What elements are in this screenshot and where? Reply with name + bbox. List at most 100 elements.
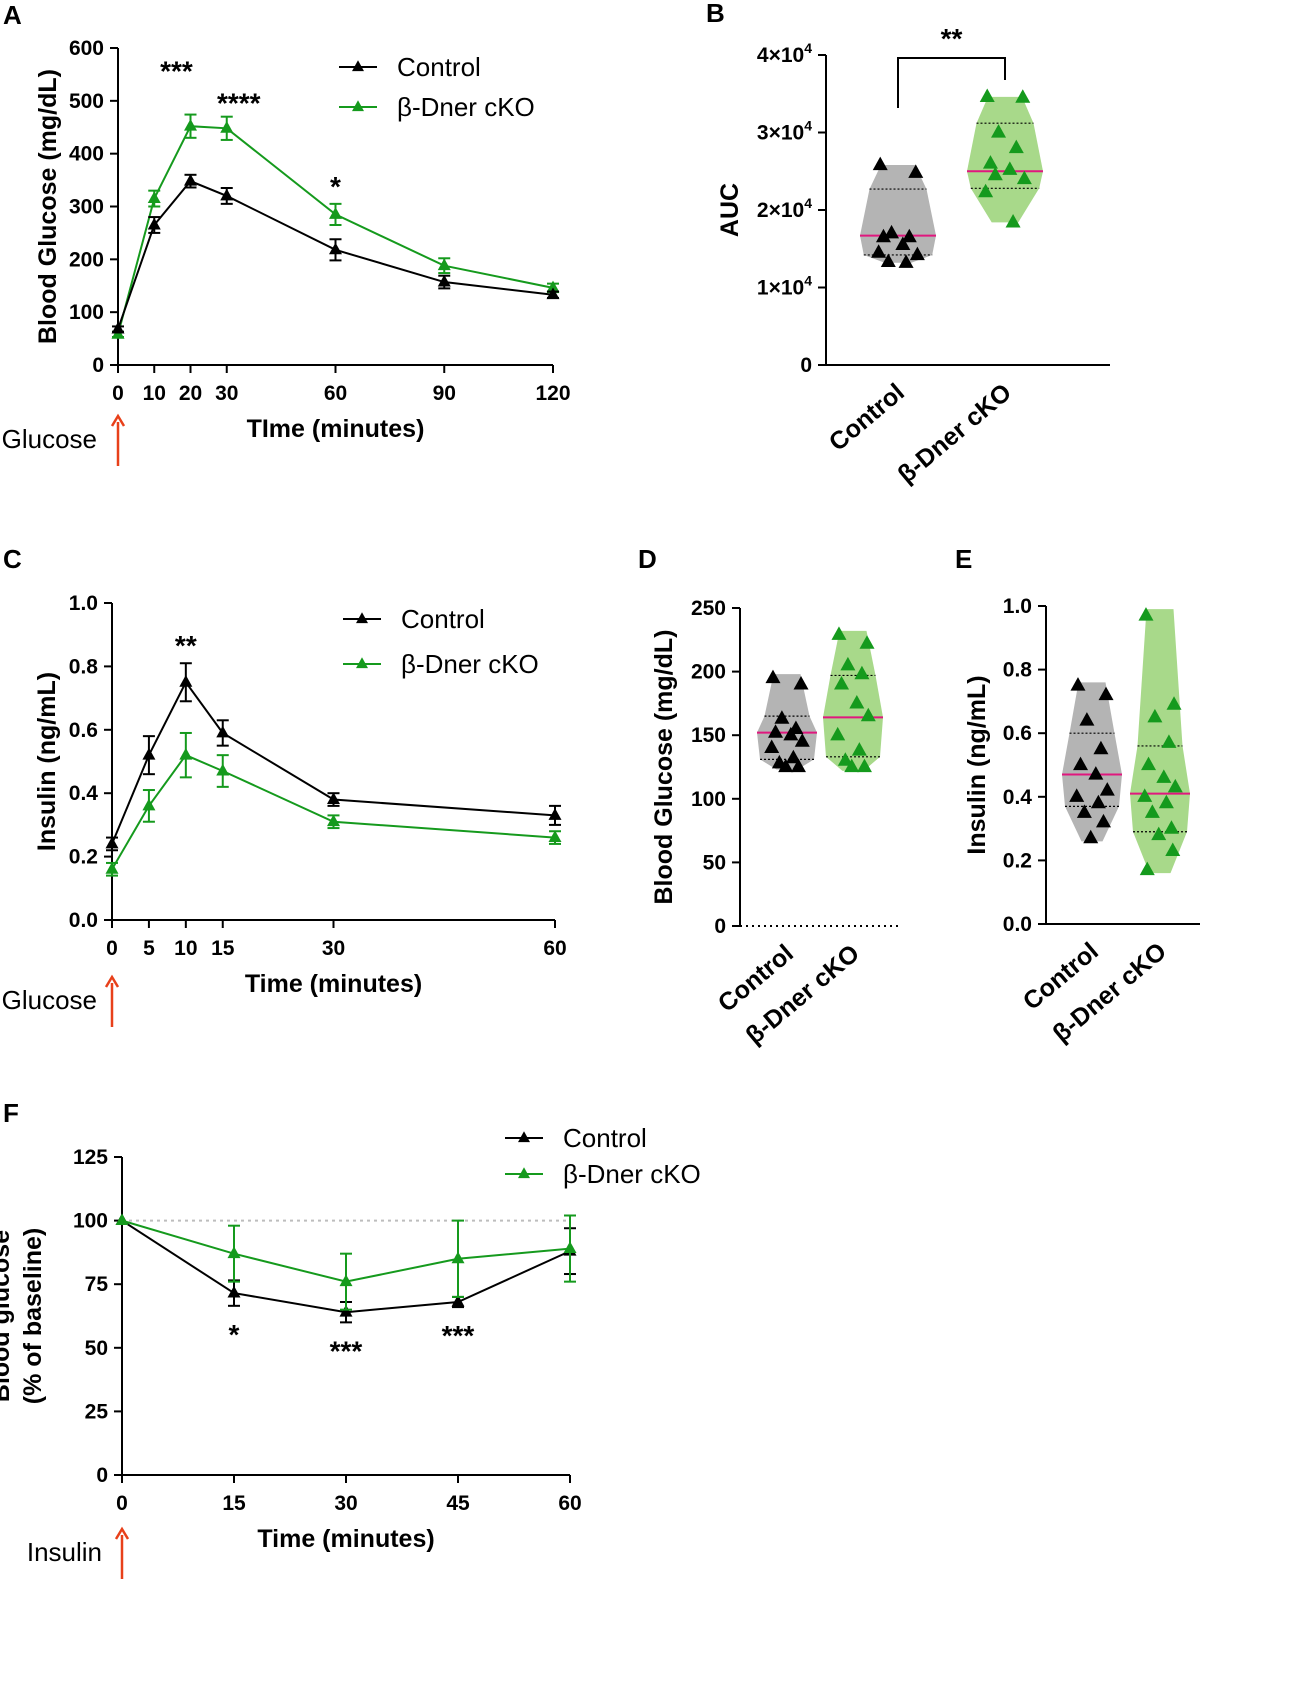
legend-label-control: Control (397, 52, 481, 82)
y-tick-label-E: 0.6 (1003, 722, 1032, 745)
y-tick-mantissa-B: 2×10 (757, 199, 804, 222)
data-point-cko-E (1165, 842, 1181, 856)
y-tick-label-D: 150 (691, 724, 726, 747)
y-tick-label-F: 25 (85, 1400, 109, 1423)
significance-stars-A: * (330, 171, 341, 202)
data-point-control-E (1069, 788, 1085, 802)
data-point-control-A (147, 217, 161, 230)
y-axis-title-D: Blood Glucose (mg/dL) (650, 630, 678, 905)
data-point-control-F (451, 1294, 465, 1307)
data-point-cko-E (1139, 861, 1155, 876)
data-point-cko-F (451, 1251, 465, 1264)
data-point-cko-D (859, 635, 875, 649)
data-point-cko-E (1158, 794, 1174, 809)
x-tick-label-C: 30 (322, 937, 345, 960)
data-point-cko-A (546, 280, 560, 293)
data-point-control-E (1079, 712, 1095, 726)
data-point-cko-E (1167, 778, 1183, 793)
y-tick-mantissa-B: 1×10 (757, 277, 804, 300)
y-tick-exponent-B: 4 (804, 118, 812, 134)
data-point-cko-C (548, 830, 562, 843)
data-point-cko-E (1163, 820, 1179, 834)
y-axis-title-line2-F: (% of baseline) (19, 1228, 47, 1404)
legend-marker-control (352, 60, 364, 72)
y-tick-mantissa-E: 0.6 (1003, 722, 1032, 745)
data-point-control-E (1099, 782, 1115, 796)
stimulus-label-F: Insulin (27, 1537, 102, 1567)
data-point-cko-E (1166, 696, 1182, 710)
y-tick-label-E: 0.2 (1003, 849, 1032, 872)
y-tick-mantissa-D: 100 (691, 788, 726, 811)
significance-bracket-B (897, 57, 1006, 108)
y-tick-mantissa-B: 4×10 (757, 44, 804, 67)
y-axis-title-line1-F: Blood glucose (0, 1230, 15, 1402)
y-tick-mantissa-E: 0.0 (1003, 913, 1032, 936)
y-tick-mantissa-D: 250 (691, 597, 726, 620)
y-tick-mantissa-D: 50 (703, 851, 726, 874)
y-axis-title-C: Insulin (ng/mL) (33, 672, 61, 851)
y-tick-label-B: 3×104 (757, 118, 812, 145)
y-tick-label-F: 125 (73, 1146, 108, 1169)
y-tick-label-A: 500 (69, 90, 104, 113)
data-point-cko-D (856, 758, 872, 773)
y-tick-label-D: 200 (691, 661, 726, 684)
panel-label-A: A (3, 0, 22, 30)
data-point-control-B (908, 164, 924, 178)
x-tick-label-F: 15 (222, 1492, 246, 1515)
data-point-cko-B (978, 183, 994, 198)
data-point-control-F (227, 1285, 241, 1298)
y-tick-label-C: 0.4 (69, 782, 99, 805)
data-point-cko-A (329, 207, 342, 219)
significance-stars-F: *** (330, 1335, 363, 1366)
panel-label-E: E (955, 544, 972, 574)
panel-label-D: D (638, 544, 657, 574)
data-point-control-E (1090, 794, 1106, 809)
y-tick-mantissa-D: 0 (714, 915, 726, 938)
violin-cko-E (1130, 609, 1190, 874)
data-point-control-C (327, 792, 340, 804)
data-point-control-B (898, 254, 914, 268)
y-tick-mantissa-B: 3×10 (757, 122, 804, 145)
x-tick-label-C: 10 (174, 937, 197, 960)
data-point-cko-B (1015, 89, 1031, 103)
y-tick-label-A: 200 (69, 248, 104, 271)
data-point-cko-A (437, 258, 451, 271)
data-point-control-B (880, 253, 896, 268)
data-point-cko-E (1138, 607, 1154, 621)
y-tick-label-E: 0.0 (1003, 913, 1032, 936)
data-point-control-E (1076, 804, 1092, 818)
y-tick-label-C: 0.2 (69, 846, 98, 869)
y-tick-mantissa-E: 0.8 (1003, 659, 1033, 682)
data-point-cko-E (1151, 826, 1167, 841)
y-tick-label-E: 1.0 (1003, 595, 1032, 618)
data-point-control-E (1070, 677, 1086, 691)
data-point-control-C (105, 836, 119, 849)
data-point-control-B (901, 228, 917, 243)
data-point-control-E (1093, 740, 1109, 755)
data-point-control-D (790, 758, 806, 773)
x-tick-label-F: 45 (446, 1492, 470, 1515)
y-tick-exponent-B: 4 (804, 195, 812, 211)
x-tick-label-C: 0 (106, 937, 118, 960)
series-line-cko-A (117, 125, 554, 335)
x-tick-label-F: 60 (558, 1492, 581, 1515)
y-tick-label-B: 4×104 (757, 40, 812, 67)
data-point-control-B (884, 224, 900, 239)
data-point-cko-A (184, 118, 197, 131)
data-point-cko-F (563, 1241, 577, 1254)
violin-control-E (1062, 682, 1122, 842)
x-tick-label-A: 10 (143, 382, 166, 405)
panel-label-F: F (3, 1098, 19, 1128)
x-tick-label-C: 15 (211, 937, 235, 960)
data-point-control-A (111, 321, 125, 334)
legend-marker-cko (356, 657, 368, 669)
legend-label-cko: β-Dner cKO (563, 1159, 701, 1189)
y-tick-label-A: 0 (92, 354, 104, 377)
data-point-cko-E (1144, 804, 1160, 818)
x-tick-label-A: 120 (535, 382, 570, 405)
x-tick-label-C: 5 (143, 937, 155, 960)
legend-marker-control (518, 1131, 530, 1143)
y-tick-label-A: 600 (69, 37, 104, 60)
legend-label-control: Control (563, 1123, 647, 1153)
